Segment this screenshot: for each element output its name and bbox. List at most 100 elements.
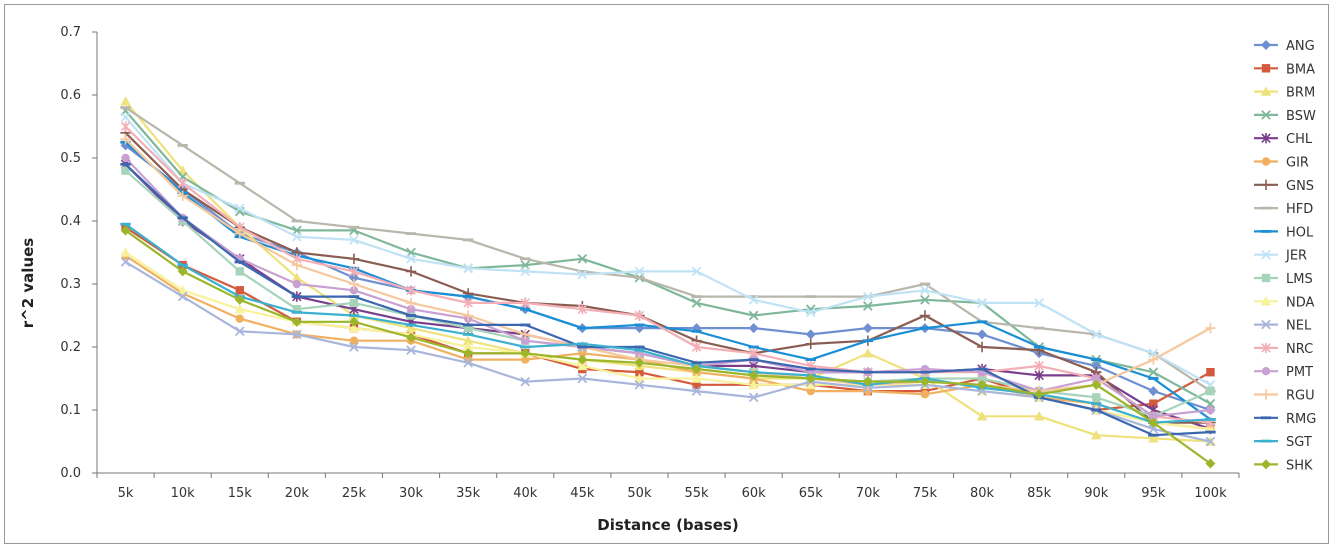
- data-point: [805, 367, 816, 371]
- legend-label: CHL: [1286, 132, 1313, 147]
- series-jer: [120, 112, 1216, 390]
- data-point: [634, 310, 645, 321]
- data-point: [1148, 433, 1159, 443]
- data-point: [520, 307, 531, 311]
- data-point: [577, 345, 588, 349]
- data-point: [348, 278, 360, 290]
- x-axis-title: Distance (bases): [597, 516, 738, 534]
- data-point: [691, 329, 702, 333]
- data-point: [805, 379, 816, 389]
- y-tick-label: 0.1: [60, 403, 81, 418]
- data-point: [862, 323, 873, 334]
- data-point: [1148, 367, 1159, 378]
- x-tick-label: 100k: [1194, 486, 1227, 501]
- data-point: [1206, 405, 1215, 415]
- data-point: [691, 364, 702, 375]
- axes: [92, 31, 1240, 478]
- legend-label: GNS: [1286, 179, 1314, 194]
- data-point: [634, 323, 645, 327]
- data-point: [120, 247, 131, 257]
- legend-item-hfd: HFD: [1254, 202, 1313, 217]
- series-shk: [120, 225, 1216, 469]
- data-point: [805, 373, 816, 384]
- data-point: [462, 310, 474, 321]
- data-point: [406, 285, 416, 296]
- legend-label: BSW: [1286, 109, 1316, 124]
- series-nrc: [120, 121, 1216, 428]
- data-point: [634, 379, 645, 390]
- data-point: [234, 326, 245, 337]
- data-point: [1091, 329, 1102, 340]
- legend-item-gns: GNS: [1254, 179, 1314, 194]
- data-point: [349, 336, 359, 345]
- x-tick-label: 50k: [627, 486, 652, 501]
- data-point: [292, 305, 302, 314]
- data-point: [349, 342, 359, 352]
- data-point: [348, 295, 360, 298]
- data-point: [1091, 358, 1102, 361]
- data-point: [462, 335, 474, 345]
- data-point: [121, 166, 130, 175]
- data-point: [691, 298, 702, 308]
- data-point: [1148, 424, 1159, 434]
- legend-label: PMT: [1286, 365, 1313, 380]
- data-point: [520, 329, 531, 340]
- legend-item-chl: CHL: [1254, 132, 1313, 147]
- series-line-nrc: [124, 125, 1211, 424]
- data-point: [463, 263, 473, 274]
- series-line-hfd: [124, 106, 1212, 393]
- legend-label: BRM: [1286, 86, 1315, 101]
- y-axis-title: r^2 values: [19, 238, 37, 329]
- data-point: [748, 358, 759, 361]
- data-point: [862, 339, 874, 343]
- legend-marker: [1261, 133, 1271, 144]
- legend-label: ANG: [1286, 39, 1315, 54]
- y-tick-label: 0.5: [60, 151, 81, 166]
- data-point: [520, 348, 531, 359]
- data-point: [234, 304, 245, 314]
- x-tick-label: 15k: [228, 486, 253, 501]
- data-point: [405, 297, 417, 309]
- data-point: [291, 272, 303, 282]
- data-point: [406, 332, 417, 343]
- legend-marker: [1261, 273, 1271, 283]
- y-tick-label: 0.4: [60, 214, 81, 229]
- data-point: [177, 291, 188, 302]
- legend-label: SGT: [1286, 435, 1312, 450]
- data-point: [235, 314, 244, 323]
- data-point: [748, 345, 759, 349]
- data-point: [291, 316, 302, 327]
- legend-marker: [1261, 319, 1271, 330]
- data-point: [177, 190, 188, 201]
- legend-marker: [1260, 179, 1272, 190]
- x-tick-label: 45k: [570, 486, 595, 501]
- data-point: [920, 285, 930, 296]
- x-tick-label: 40k: [513, 486, 538, 501]
- data-point: [692, 380, 701, 389]
- x-tick-labels: 5k 10k 15k 20k 25k 30k 35k 40k 45k 50k 55k 60k 65k 70…: [118, 486, 1227, 501]
- data-point: [577, 354, 588, 365]
- data-point: [520, 345, 531, 349]
- data-point: [1034, 370, 1044, 381]
- legend-marker: [1260, 86, 1272, 96]
- data-point: [977, 374, 987, 383]
- data-point: [521, 336, 530, 345]
- data-point: [1033, 411, 1045, 421]
- data-point: [862, 370, 874, 374]
- data-point: [120, 133, 131, 145]
- data-point: [120, 96, 131, 106]
- legend-marker: [1261, 342, 1271, 354]
- data-point: [120, 112, 131, 122]
- y-tick-label: 0.6: [60, 88, 81, 103]
- x-tick-label: 35k: [456, 486, 481, 501]
- x-tick-label: 90k: [1084, 486, 1109, 501]
- legend-marker: [1260, 389, 1272, 400]
- data-point: [405, 314, 417, 317]
- data-point: [1148, 386, 1159, 397]
- data-point: [691, 373, 702, 383]
- data-point: [748, 323, 759, 334]
- data-point: [748, 294, 759, 305]
- data-point: [1205, 430, 1216, 434]
- data-point: [405, 266, 417, 277]
